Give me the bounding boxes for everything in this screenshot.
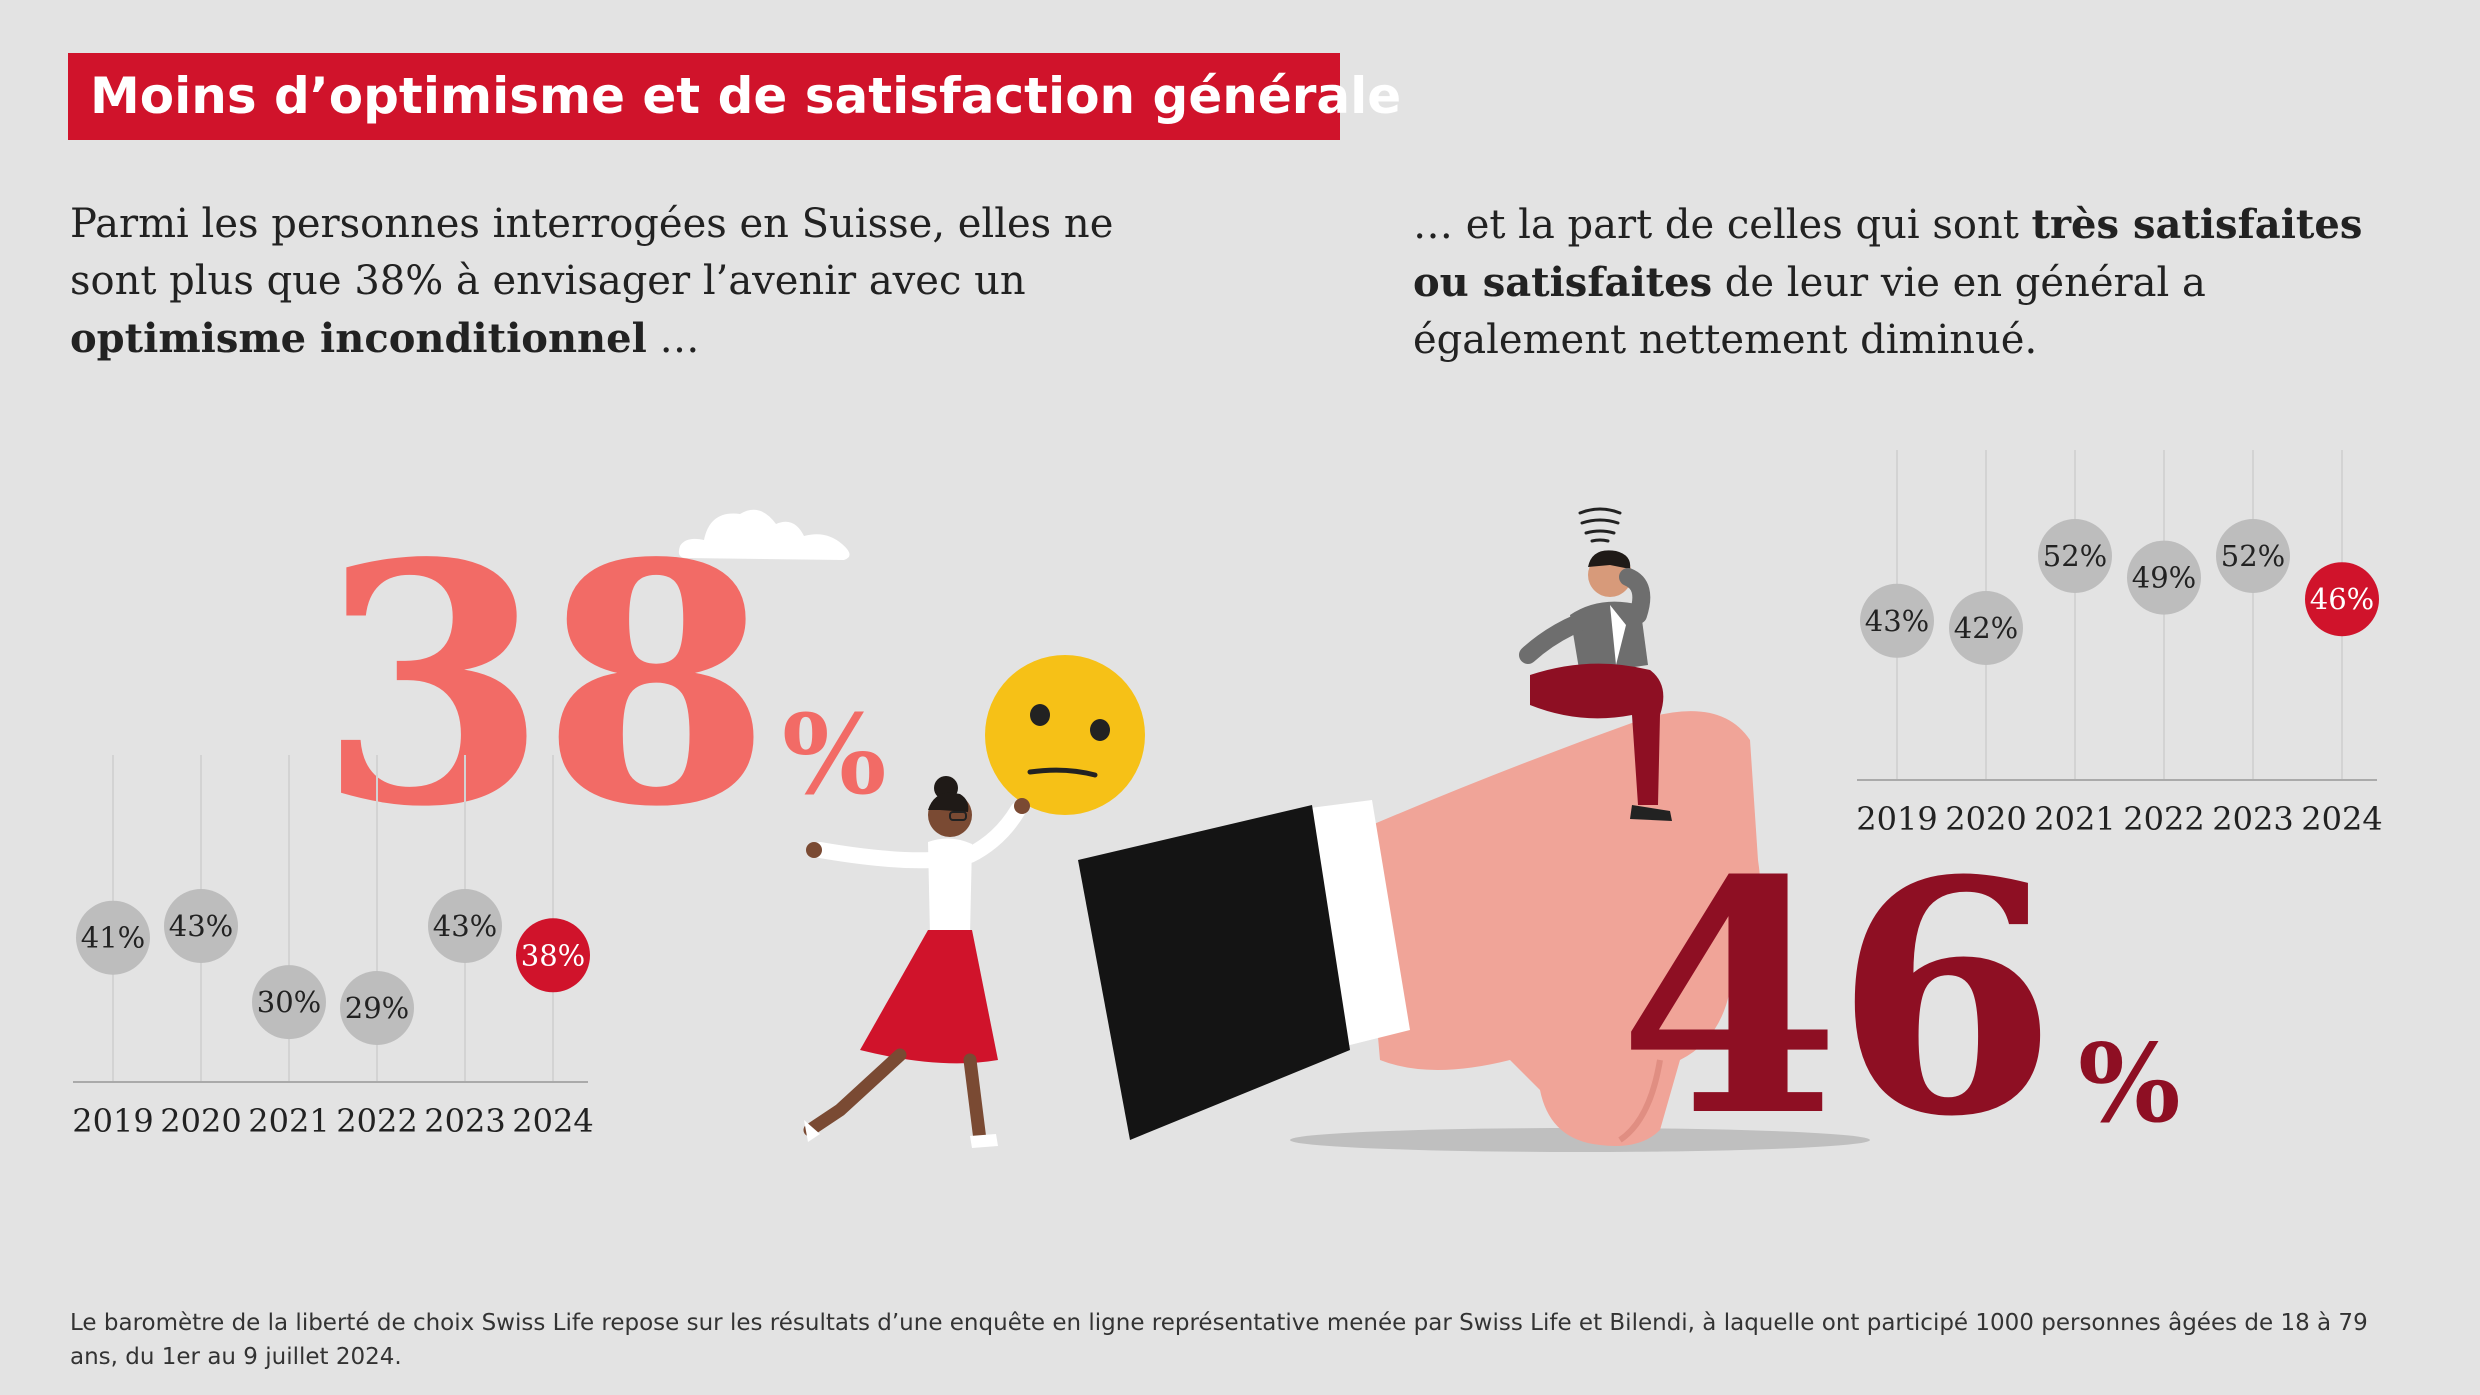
chart1-tick-label: 2020 (160, 1102, 241, 1140)
satisfaction-chart: 2019 2020 2021 2022 2023 2024 43% 42% 52% 49% 52% 4… (1856, 450, 2383, 838)
chart1-data-label: 38% (521, 938, 585, 972)
chart1-point (76, 900, 150, 975)
chart1-data-label: 30% (257, 985, 321, 1019)
optimism-chart: 2019 2020 2021 2022 2023 2024 41% 43% 30% 29% 43% 3… (72, 755, 594, 1140)
intro-left-bold: optimisme inconditionnel (70, 315, 647, 362)
chart1-point (516, 918, 590, 993)
chart1-point (428, 889, 502, 963)
chart1-tick-label: 2023 (424, 1102, 505, 1140)
cloud-icon (678, 509, 850, 560)
chart1-point (340, 971, 414, 1045)
chart1-tick-label: 2022 (336, 1102, 417, 1140)
intro-right-pre: … et la part de celles qui sont (1413, 202, 2032, 248)
chart1-tick-label: 2021 (248, 1102, 329, 1140)
chart2-tick-label: 2023 (2212, 800, 2293, 838)
chart1-tick-label: 2019 (72, 1102, 153, 1140)
intro-right-post: de leur vie en général a également nette… (1413, 260, 2206, 363)
big-number-46-unit: % (2078, 1021, 2181, 1147)
chart1-point (252, 965, 326, 1040)
big-number-38-unit: % (782, 690, 887, 819)
intro-left-pre: Parmi les personnes interrogées en Suiss… (70, 201, 1114, 304)
chart2-point (2038, 519, 2112, 593)
chart2-data-label: 42% (1954, 611, 2018, 645)
chart2-point (1949, 591, 2023, 665)
intro-right-bold: très satisfaites ou satisfaites (1413, 201, 2363, 306)
chart1-data-label: 43% (169, 909, 233, 943)
chart2-tick-label: 2024 (2301, 800, 2382, 838)
chart2-point (2127, 540, 2201, 615)
intro-left-post: … (646, 316, 700, 362)
intro-left-text: Parmi les personnes interrogées en Suiss… (70, 196, 1130, 368)
page-title: Moins d’optimisme et de satisfaction gén… (68, 53, 1401, 140)
chart2-tick-label: 2021 (2034, 800, 2115, 838)
chart2-data-label: 52% (2043, 539, 2107, 573)
chart1-data-label: 43% (433, 909, 497, 943)
neutral-face-emoji-icon (985, 655, 1145, 815)
chart1-data-label: 29% (345, 991, 409, 1025)
chart1-data-label: 41% (81, 921, 145, 955)
chart2-point (2216, 519, 2290, 593)
chart2-data-label: 43% (1865, 604, 1929, 638)
chart1-point (164, 889, 238, 963)
big-number-38: 38 (318, 491, 771, 879)
chart2-data-label: 52% (2221, 539, 2285, 573)
chart2-tick-label: 2020 (1945, 800, 2026, 838)
chart2-data-label: 46% (2310, 582, 2374, 616)
footnote: Le baromètre de la liberté de choix Swis… (70, 1310, 2368, 1370)
chart1-tick-label: 2024 (512, 1102, 593, 1140)
thinking-man-icon (1519, 507, 1672, 821)
woman-walking-icon (803, 776, 1030, 1148)
big-number-46: 46 (1618, 812, 2057, 1187)
chart2-point (2305, 562, 2379, 637)
chart2-tick-label: 2022 (2123, 800, 2204, 838)
intro-right-text: … et la part de celles qui sont très sat… (1413, 196, 2423, 369)
chart2-tick-label: 2019 (1856, 800, 1937, 838)
chart2-point (1860, 583, 1934, 658)
chart2-data-label: 49% (2132, 561, 2196, 595)
